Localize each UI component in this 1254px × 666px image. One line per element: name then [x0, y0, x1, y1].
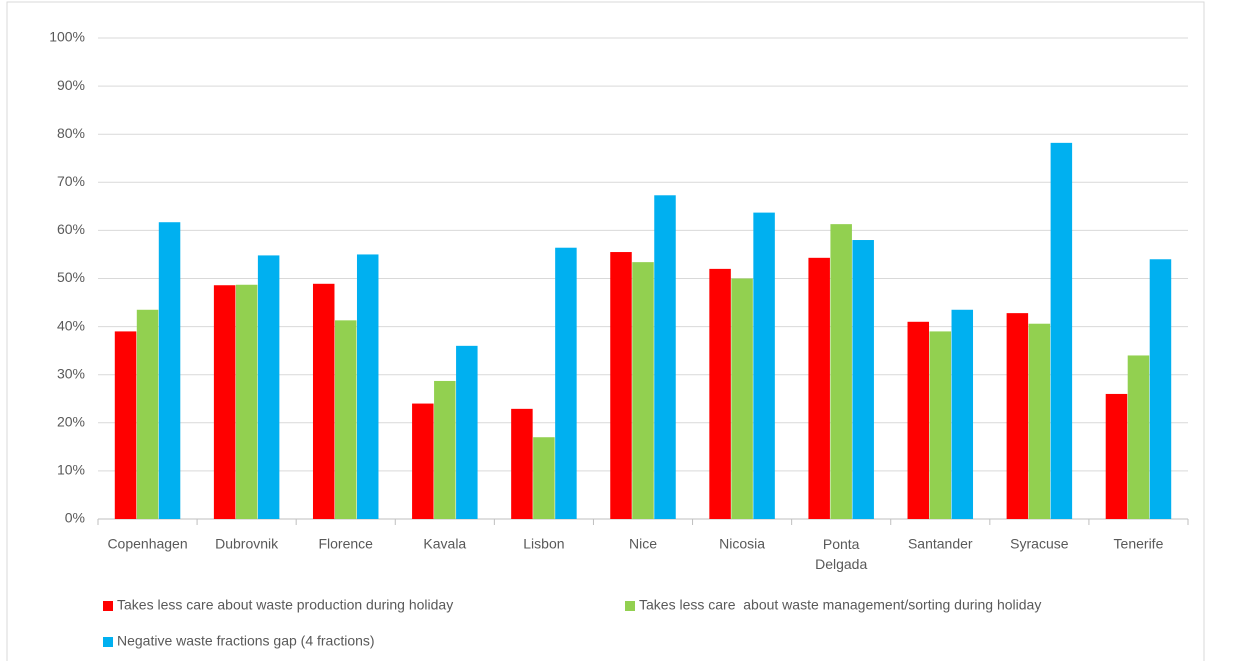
y-tick-label: 50% — [57, 269, 85, 285]
bar — [412, 403, 434, 519]
bar — [456, 345, 478, 519]
bar — [136, 309, 159, 519]
bar — [753, 212, 775, 519]
y-tick-label: 70% — [57, 173, 85, 189]
bar — [356, 254, 379, 519]
bar — [830, 224, 852, 519]
y-tick-label: 60% — [57, 221, 85, 237]
x-tick-label: Ponta Delgada — [815, 536, 867, 572]
legend-label: Takes less care about waste production d… — [117, 597, 453, 613]
bar — [632, 262, 654, 519]
bar — [1050, 142, 1073, 519]
x-tick-label: Copenhagen — [107, 536, 187, 552]
bar — [929, 331, 952, 519]
bar — [709, 268, 731, 519]
x-tick-label: Lisbon — [523, 536, 564, 552]
x-tick-label: Santander — [908, 536, 973, 552]
bar — [158, 222, 181, 519]
y-tick-label: 100% — [49, 29, 85, 45]
bar — [533, 437, 555, 519]
bar — [951, 309, 974, 519]
legend-swatch — [625, 601, 635, 611]
bar — [808, 257, 830, 519]
label-line: Ponta — [823, 536, 860, 552]
bar — [1127, 355, 1150, 519]
x-tick-label: Kavala — [423, 536, 466, 552]
x-tick-label: Nice — [629, 536, 657, 552]
legend-label: Negative waste fractions gap (4 fraction… — [117, 633, 375, 649]
legend-swatch — [103, 637, 113, 647]
bar — [114, 331, 137, 519]
bar — [555, 247, 577, 519]
y-tick-label: 30% — [57, 365, 85, 381]
x-tick-label: Nicosia — [719, 536, 765, 552]
bar — [1105, 393, 1128, 519]
legend-label: Takes less care about waste management/s… — [639, 597, 1041, 613]
bar — [731, 278, 753, 519]
bar — [257, 255, 280, 520]
bar — [1006, 313, 1029, 519]
x-tick-label: Dubrovnik — [215, 536, 279, 552]
y-tick-label: 80% — [57, 125, 85, 141]
y-tick-label: 40% — [57, 317, 85, 333]
x-tick-label: Tenerife — [1114, 536, 1164, 552]
bar — [1028, 323, 1051, 519]
bar — [235, 284, 258, 519]
bar — [213, 285, 236, 519]
bar — [1149, 259, 1172, 519]
x-tick-label: Syracuse — [1010, 536, 1069, 552]
bar — [907, 321, 930, 519]
bar — [312, 283, 335, 519]
legend-swatch — [103, 601, 113, 611]
bar — [334, 320, 357, 519]
y-tick-label: 90% — [57, 77, 85, 93]
label-line: Delgada — [815, 556, 867, 572]
bar — [511, 408, 533, 519]
y-tick-label: 0% — [65, 510, 85, 526]
bar — [434, 380, 456, 519]
chart-border — [6, 1, 1205, 666]
bar — [654, 195, 676, 520]
bar — [610, 252, 632, 520]
y-tick-label: 10% — [57, 462, 85, 478]
x-tick-label: Florence — [318, 536, 373, 552]
y-tick-label: 20% — [57, 414, 85, 430]
bar — [852, 240, 874, 519]
